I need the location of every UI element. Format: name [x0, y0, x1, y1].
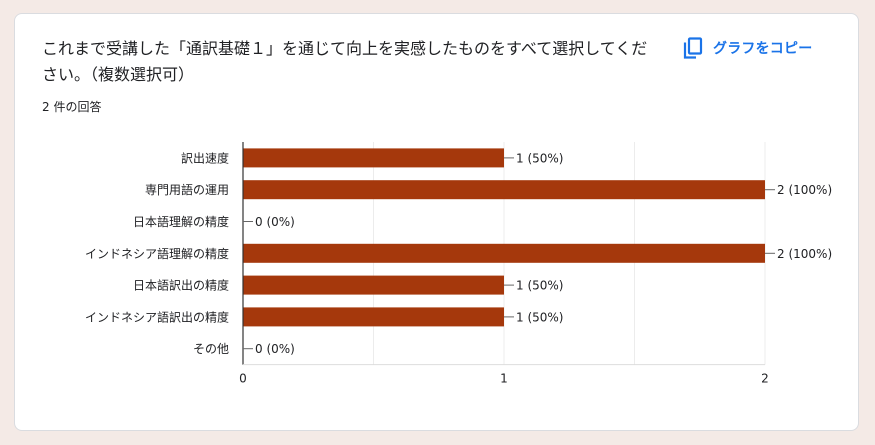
category-label: 訳出速度 — [181, 150, 229, 165]
bar-1 — [243, 148, 504, 168]
bars — [243, 148, 765, 327]
copy-icon — [683, 37, 703, 59]
axes — [242, 142, 765, 366]
copy-chart-button[interactable]: グラフをコピー — [683, 34, 812, 62]
data-label: 2 (100%) — [777, 183, 832, 197]
category-label: インドネシア語理解の精度 — [85, 246, 229, 261]
copy-chart-label: グラフをコピー — [713, 41, 813, 57]
data-label: 0 (0%) — [255, 215, 295, 229]
labels: 訳出速度 1 (50%) 専門用語の運用 2 (100%) 日本語理解の精度 0 (0%)… — [85, 150, 832, 385]
category-label: 専門用語の運用 — [145, 182, 229, 197]
category-label: 日本語訳出の精度 — [133, 278, 229, 293]
bar-5 — [243, 275, 504, 295]
category-label: その他 — [193, 342, 229, 356]
x-tick-label: 0 — [239, 372, 247, 386]
category-label: インドネシア語訳出の精度 — [85, 309, 229, 324]
data-label: 1 (50%) — [516, 310, 563, 324]
response-card: これまで受講した「通訳基礎１」を通じて向上を実感したものをすべて選択してください… — [14, 13, 859, 431]
data-label: 2 (100%) — [777, 247, 832, 261]
bar-6 — [243, 307, 504, 327]
response-count: 2 件の回答 — [42, 100, 102, 114]
data-label: 1 (50%) — [516, 279, 563, 293]
x-tick-label: 1 — [500, 372, 508, 386]
bar-2 — [243, 180, 765, 200]
bar-4 — [243, 243, 765, 263]
category-label: 日本語理解の精度 — [133, 214, 229, 229]
data-label: 1 (50%) — [516, 151, 563, 165]
x-tick-label: 2 — [761, 372, 769, 386]
question-title: これまで受講した「通訳基礎１」を通じて向上を実感したものをすべて選択してください… — [42, 39, 648, 84]
data-label: 0 (0%) — [255, 342, 295, 356]
